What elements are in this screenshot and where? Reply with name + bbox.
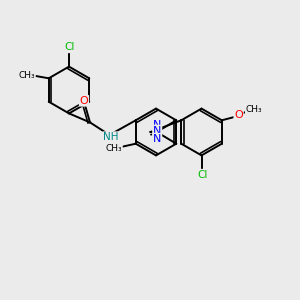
Text: Cl: Cl — [64, 42, 75, 52]
Text: O: O — [80, 96, 88, 106]
Text: O: O — [234, 110, 243, 120]
Text: N: N — [153, 120, 161, 130]
Text: Cl: Cl — [197, 169, 207, 180]
Text: N: N — [153, 134, 161, 144]
Text: N: N — [153, 125, 161, 136]
Text: CH₃: CH₃ — [106, 144, 122, 153]
Text: CH₃: CH₃ — [246, 105, 262, 114]
Text: NH: NH — [103, 132, 118, 142]
Text: CH₃: CH₃ — [19, 71, 35, 80]
